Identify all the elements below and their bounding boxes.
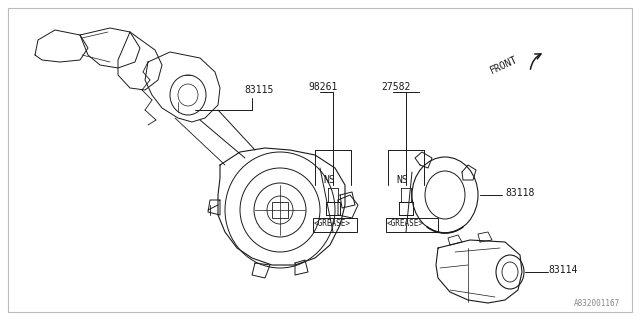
Bar: [313, 218, 357, 232]
Text: A832001167: A832001167: [573, 299, 620, 308]
Text: <GREASE>: <GREASE>: [387, 219, 424, 228]
Bar: [272, 202, 288, 218]
Text: FRONT: FRONT: [488, 54, 519, 76]
Text: 27582: 27582: [381, 82, 410, 92]
Text: NS: NS: [396, 175, 408, 185]
Text: NS: NS: [323, 175, 335, 185]
Text: 98261: 98261: [308, 82, 337, 92]
Text: <GREASE>: <GREASE>: [314, 219, 351, 228]
Text: 83118: 83118: [505, 188, 534, 198]
Text: 83114: 83114: [548, 265, 577, 275]
Bar: [386, 218, 438, 232]
Text: 83115: 83115: [244, 85, 273, 95]
